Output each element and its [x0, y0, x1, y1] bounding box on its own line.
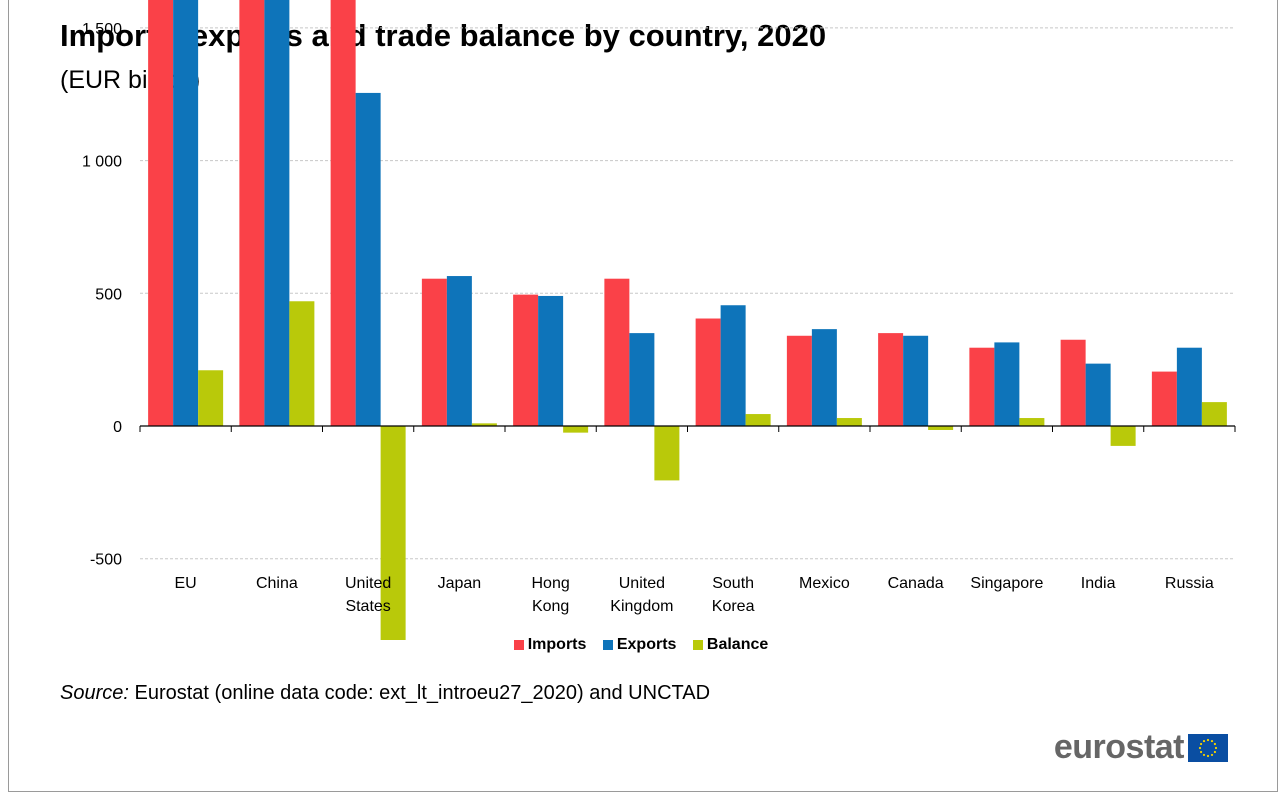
- bar-balance: [563, 426, 589, 433]
- bar-balance: [1019, 418, 1045, 426]
- category-label: Russia: [1165, 575, 1214, 592]
- bar-exports: [811, 329, 837, 426]
- legend-swatch-imports: [513, 640, 524, 650]
- bar-balance: [198, 370, 224, 426]
- bar-exports: [903, 335, 929, 426]
- bar-imports: [148, 0, 174, 427]
- bar-balance: [380, 426, 406, 640]
- flag-star: [1202, 739, 1206, 742]
- y-tick-label: -500: [90, 552, 122, 569]
- flag-star: [1199, 750, 1203, 753]
- bar-exports: [355, 92, 381, 426]
- bar-balance: [745, 414, 771, 426]
- flag-star: [1198, 746, 1202, 749]
- bar-balance: [471, 423, 497, 426]
- bar-exports: [720, 305, 746, 426]
- category-label: Hong Kong: [532, 575, 570, 615]
- flag-star: [1210, 739, 1214, 742]
- bar-imports: [878, 333, 904, 426]
- legend-swatch-balance: [692, 640, 703, 650]
- legend: Imports Exports Balance: [0, 636, 1282, 655]
- bar-exports: [264, 0, 290, 427]
- legend-label-balance: Balance: [706, 636, 769, 653]
- bar-imports: [604, 278, 630, 426]
- bar-imports: [330, 0, 356, 427]
- bar-imports: [1060, 339, 1086, 426]
- bar-balance: [836, 418, 862, 426]
- bar-balance: [928, 426, 954, 430]
- category-label: South Korea: [712, 575, 755, 615]
- bar-imports: [239, 0, 265, 426]
- bar-balance: [1110, 426, 1136, 446]
- flag-star: [1202, 753, 1206, 756]
- legend-item-balance: Balance: [692, 636, 769, 654]
- source-label: Source:: [60, 682, 129, 704]
- legend-label-imports: Imports: [527, 636, 587, 653]
- bar-balance: [1201, 402, 1227, 426]
- flag-star: [1206, 738, 1210, 741]
- legend-item-imports: Imports: [513, 636, 587, 654]
- category-label: Mexico: [799, 575, 850, 592]
- category-label: United States: [345, 575, 391, 615]
- category-label: India: [1081, 575, 1116, 592]
- bar-exports: [538, 295, 564, 426]
- category-label: Japan: [438, 575, 482, 592]
- category-label: United Kingdom: [610, 575, 673, 615]
- category-label: EU: [175, 575, 197, 592]
- bar-imports: [421, 278, 447, 426]
- eu-flag-icon: [1188, 733, 1228, 762]
- flag-star: [1206, 754, 1210, 757]
- logo-text: eurostat: [1053, 728, 1185, 766]
- flag-star: [1210, 753, 1214, 756]
- bar-exports: [173, 0, 199, 426]
- bar-imports: [695, 318, 721, 426]
- bar-exports: [1176, 347, 1202, 426]
- chart-frame: [8, 0, 1278, 792]
- category-label: Canada: [888, 575, 944, 592]
- bars: [148, 0, 1227, 640]
- category-label: China: [256, 575, 298, 592]
- bar-exports: [1085, 363, 1111, 426]
- bar-exports: [446, 276, 472, 426]
- source-note: Source: Eurostat (online data code: ext_…: [60, 682, 710, 705]
- legend-item-exports: Exports: [602, 636, 677, 654]
- flag-star: [1199, 742, 1203, 745]
- bar-exports: [629, 333, 655, 426]
- legend-label-exports: Exports: [616, 636, 677, 653]
- gridlines: [140, 27, 1235, 560]
- bar-imports: [969, 347, 995, 426]
- flag-star: [1214, 746, 1218, 749]
- y-tick-label: 1 500: [82, 21, 122, 38]
- y-tick-label: 0: [113, 419, 122, 436]
- y-tick-label: 1 000: [82, 154, 122, 171]
- source-text: Eurostat (online data code: ext_lt_intro…: [134, 682, 711, 704]
- bar-imports: [786, 335, 812, 426]
- bar-imports: [513, 294, 539, 426]
- category-label: Singapore: [970, 575, 1043, 592]
- bar-balance: [289, 301, 315, 426]
- y-tick-label: 500: [95, 286, 122, 303]
- flag-star: [1213, 750, 1217, 753]
- flag-star: [1213, 742, 1217, 745]
- legend-swatch-exports: [602, 640, 613, 650]
- bar-imports: [1151, 371, 1177, 426]
- category-labels: EU China United States Japan Hong Kong United Ki…: [175, 575, 1214, 615]
- eurostat-logo: eurostat: [1054, 728, 1228, 767]
- x-axis: [139, 425, 1236, 432]
- bar-exports: [994, 342, 1020, 426]
- bar-balance: [654, 426, 680, 481]
